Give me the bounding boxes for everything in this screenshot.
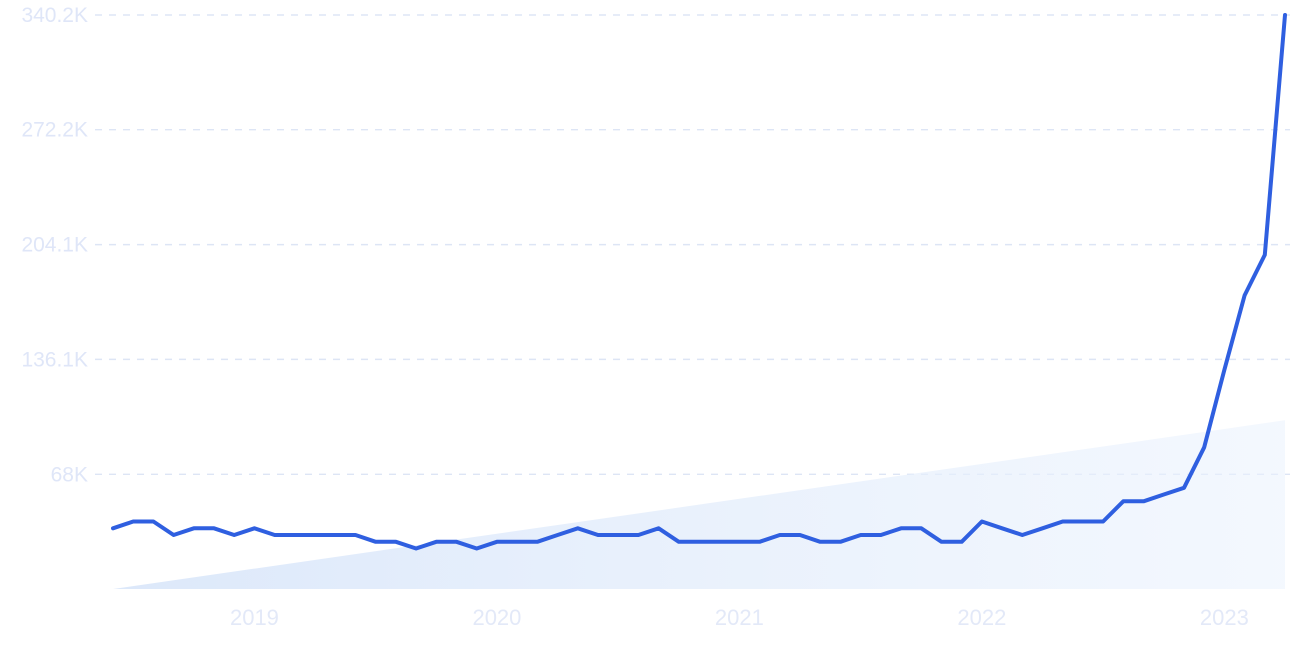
data-point [1202,445,1206,449]
data-point [192,526,196,530]
data-point [717,540,721,544]
data-point [495,540,499,544]
x-tick-label: 2022 [957,605,1006,630]
data-point [232,533,236,537]
data-point [414,547,418,551]
data-point [556,533,560,537]
data-point [374,540,378,544]
data-point [131,520,135,524]
data-point [172,533,176,537]
data-point [515,540,519,544]
data-point [980,520,984,524]
data-point [798,533,802,537]
data-point [151,520,155,524]
data-point [596,533,600,537]
data-point [475,547,479,551]
data-point [111,526,115,530]
data-point [293,533,297,537]
data-point [1162,493,1166,497]
data-point [252,526,256,530]
data-point [1081,520,1085,524]
data-point [636,533,640,537]
data-point [1000,526,1004,530]
data-point [697,540,701,544]
data-point [1041,526,1045,530]
data-point [758,540,762,544]
data-point [899,526,903,530]
x-tick-label: 2019 [230,605,279,630]
data-point [778,533,782,537]
data-point [1061,520,1065,524]
data-point [535,540,539,544]
series-line [111,13,1287,551]
series-layer [111,13,1287,551]
data-point [677,540,681,544]
data-point [434,540,438,544]
data-point [1121,499,1125,503]
trend-area [113,420,1285,589]
data-point [394,540,398,544]
y-tick-label: 272.2K [21,119,88,142]
data-point [940,540,944,544]
data-point [919,526,923,530]
data-point [1142,499,1146,503]
data-point [616,533,620,537]
data-point [354,533,358,537]
data-point [1263,253,1267,257]
data-point [273,533,277,537]
data-point [313,533,317,537]
data-point [838,540,842,544]
data-point [1182,486,1186,490]
data-point [333,533,337,537]
trend-wedge [113,420,1285,589]
data-point [1020,533,1024,537]
data-point [576,526,580,530]
x-axis-tick-labels: 2019 2020 2021 2022 2023 [230,605,1249,630]
gridlines [95,14,1290,475]
data-point [1222,368,1226,372]
data-point [212,526,216,530]
data-point [455,540,459,544]
x-tick-label: 2021 [715,605,764,630]
data-point [657,526,661,530]
data-point [1101,520,1105,524]
data-point [859,533,863,537]
y-tick-label: 340.2K [21,4,88,27]
y-tick-label: 204.1K [21,234,88,257]
x-tick-label: 2020 [472,605,521,630]
y-axis-tick-labels: 68K 136.1K 204.1K 272.2K 340.2K [21,4,88,486]
data-point [818,540,822,544]
x-tick-label: 2023 [1200,605,1249,630]
data-point [960,540,964,544]
y-tick-label: 68K [51,463,88,486]
y-tick-label: 136.1K [21,348,88,371]
data-point [1243,293,1247,297]
data-point [879,533,883,537]
data-point [1283,13,1287,17]
data-point [737,540,741,544]
